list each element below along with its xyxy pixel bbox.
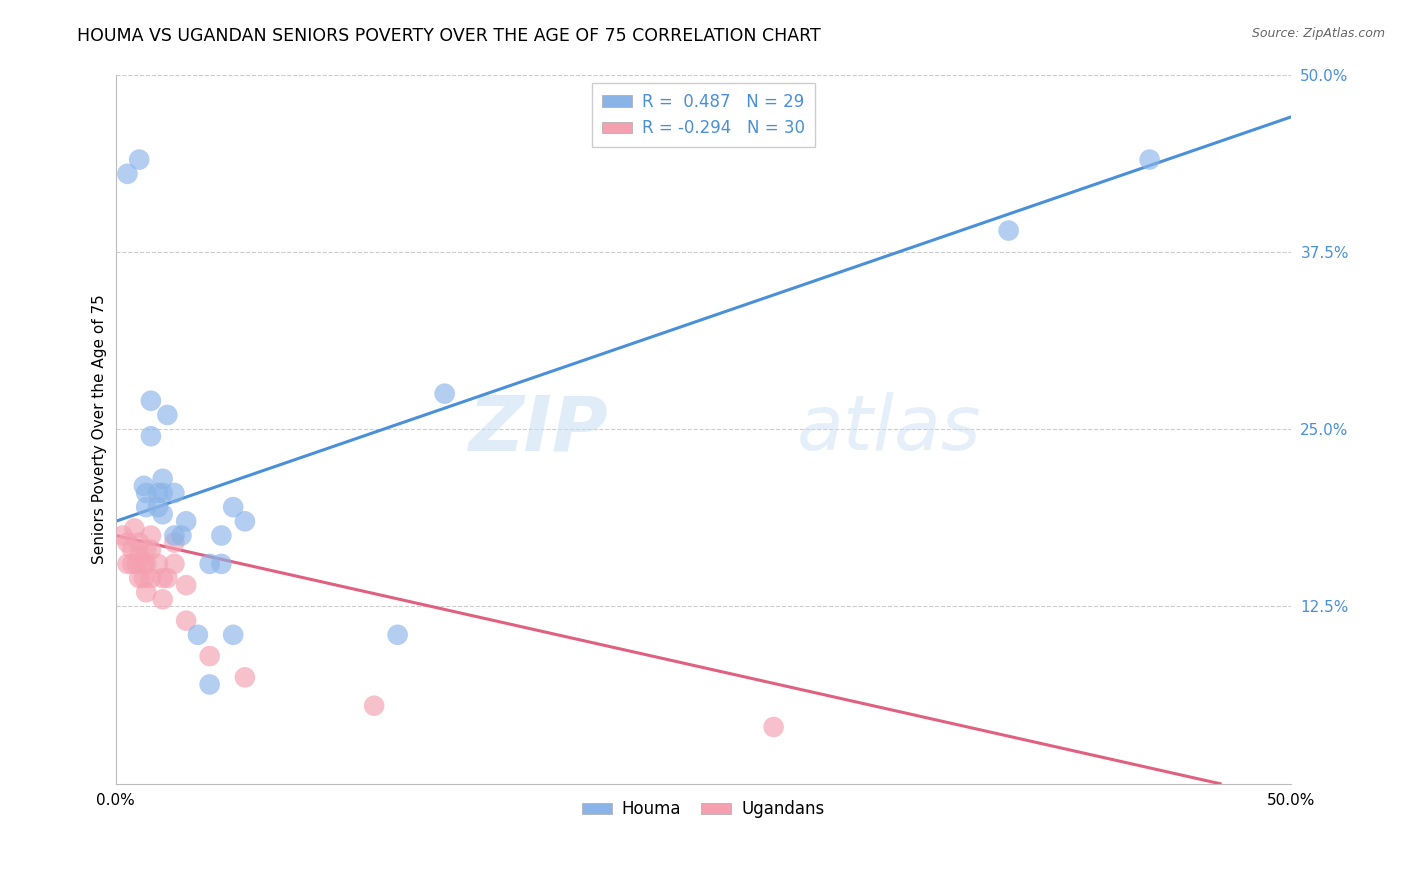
Point	[363, 698, 385, 713]
Point	[1139, 153, 1161, 167]
Point	[174, 578, 197, 592]
Point	[132, 557, 155, 571]
Point	[209, 528, 232, 542]
Point	[139, 393, 162, 408]
Point	[128, 571, 150, 585]
Point	[124, 521, 146, 535]
Point	[121, 557, 143, 571]
Point	[152, 507, 174, 521]
Text: Source: ZipAtlas.com: Source: ZipAtlas.com	[1251, 27, 1385, 40]
Point	[163, 528, 186, 542]
Point	[198, 649, 221, 664]
Point	[121, 542, 143, 557]
Point	[132, 479, 155, 493]
Point	[187, 628, 209, 642]
Point	[135, 542, 157, 557]
Point	[433, 386, 456, 401]
Point	[146, 500, 169, 515]
Point	[152, 592, 174, 607]
Point	[209, 557, 232, 571]
Point	[117, 557, 139, 571]
Point	[762, 720, 785, 734]
Text: HOUMA VS UGANDAN SENIORS POVERTY OVER THE AGE OF 75 CORRELATION CHART: HOUMA VS UGANDAN SENIORS POVERTY OVER TH…	[77, 27, 821, 45]
Point	[128, 549, 150, 564]
Point	[139, 429, 162, 443]
Legend: Houma, Ugandans: Houma, Ugandans	[575, 794, 831, 825]
Point	[117, 535, 139, 549]
Point	[222, 500, 245, 515]
Point	[146, 557, 169, 571]
Point	[146, 486, 169, 500]
Point	[135, 486, 157, 500]
Text: ZIP: ZIP	[470, 392, 609, 467]
Y-axis label: Seniors Poverty Over the Age of 75: Seniors Poverty Over the Age of 75	[93, 294, 107, 564]
Point	[139, 542, 162, 557]
Point	[163, 557, 186, 571]
Point	[387, 628, 409, 642]
Point	[156, 408, 179, 422]
Point	[198, 677, 221, 691]
Point	[135, 585, 157, 599]
Point	[128, 153, 150, 167]
Point	[135, 500, 157, 515]
Point	[170, 528, 193, 542]
Point	[117, 167, 139, 181]
Point	[233, 514, 256, 528]
Point	[222, 628, 245, 642]
Point	[135, 557, 157, 571]
Point	[174, 514, 197, 528]
Point	[174, 614, 197, 628]
Point	[132, 571, 155, 585]
Point	[156, 571, 179, 585]
Point	[152, 571, 174, 585]
Point	[125, 557, 148, 571]
Point	[233, 670, 256, 684]
Point	[163, 535, 186, 549]
Point	[152, 472, 174, 486]
Point	[152, 486, 174, 500]
Point	[198, 557, 221, 571]
Point	[997, 223, 1019, 237]
Text: atlas: atlas	[797, 392, 981, 467]
Point	[139, 528, 162, 542]
Point	[139, 571, 162, 585]
Point	[163, 486, 186, 500]
Point	[111, 528, 134, 542]
Point	[128, 535, 150, 549]
